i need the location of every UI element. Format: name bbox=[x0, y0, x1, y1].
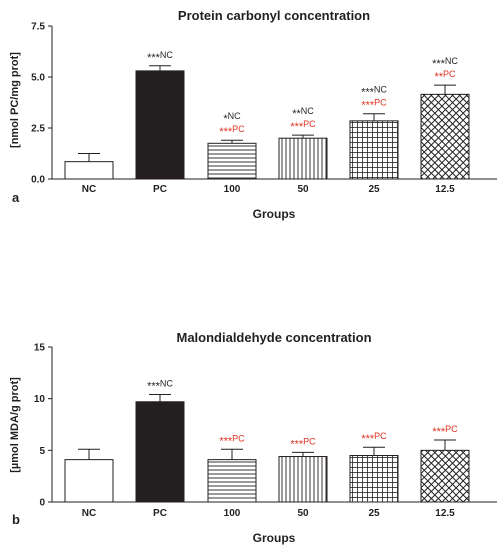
significance-label: ***PC bbox=[219, 124, 245, 138]
x-tick-label: 50 bbox=[297, 508, 309, 519]
panel-b: Malondialdehyde concentration [µmol MDA/… bbox=[9, 330, 497, 545]
chart-title: Malondialdehyde concentration bbox=[176, 330, 371, 345]
y-tick-label: 15 bbox=[34, 343, 46, 354]
bar-25 bbox=[349, 120, 399, 180]
x-tick-label: 50 bbox=[297, 184, 309, 195]
bar-PC bbox=[135, 70, 185, 180]
x-tick-label: 25 bbox=[368, 184, 380, 195]
y-tick-label: 7.5 bbox=[31, 22, 45, 33]
y-tick-label: 10 bbox=[34, 394, 46, 405]
y-tick-label: 0 bbox=[39, 498, 45, 509]
significance-label: ***PC bbox=[361, 431, 387, 445]
panel-label: b bbox=[12, 512, 20, 527]
y-axis-label: [nmol PC/mg prot] bbox=[9, 52, 21, 148]
x-tick-label: NC bbox=[82, 508, 96, 519]
y-axis-label: [µmol MDA/g prot] bbox=[9, 377, 21, 473]
bar-50 bbox=[278, 456, 328, 503]
bar-NC bbox=[64, 161, 114, 180]
bar-12.5 bbox=[420, 93, 470, 180]
x-tick-label: NC bbox=[82, 184, 96, 195]
significance-label: ***PC bbox=[361, 98, 387, 112]
significance-label: **PC bbox=[434, 69, 456, 83]
chart-title: Protein carbonyl concentration bbox=[178, 8, 370, 23]
significance-label: ***PC bbox=[219, 433, 245, 447]
bar-50 bbox=[278, 137, 328, 180]
significance-label: ***PC bbox=[290, 119, 316, 133]
bar-PC bbox=[135, 401, 185, 503]
bar-12.5 bbox=[420, 449, 470, 503]
bar-25 bbox=[349, 455, 399, 503]
x-axis-label: Groups bbox=[253, 207, 296, 221]
x-axis-label: Groups bbox=[253, 531, 296, 545]
y-tick-label: 2.5 bbox=[31, 124, 45, 135]
x-tick-label: 100 bbox=[224, 184, 241, 195]
bar-100 bbox=[207, 142, 257, 180]
panel-a: Protein carbonyl concentration [nmol PC/… bbox=[9, 8, 497, 221]
bar-100 bbox=[207, 459, 257, 503]
y-tick-label: 5.0 bbox=[31, 73, 45, 84]
x-tick-label: PC bbox=[153, 184, 167, 195]
significance-label: **NC bbox=[292, 106, 314, 120]
significance-label: ***NC bbox=[432, 56, 458, 70]
bar-NC bbox=[64, 459, 114, 503]
y-tick-label: 0.0 bbox=[31, 175, 45, 186]
x-tick-label: 12.5 bbox=[435, 184, 455, 195]
y-tick-label: 5 bbox=[39, 446, 45, 457]
significance-label: ***PC bbox=[432, 424, 458, 438]
significance-label: ***NC bbox=[147, 50, 173, 64]
x-tick-label: 12.5 bbox=[435, 508, 455, 519]
significance-label: *NC bbox=[223, 111, 241, 125]
x-tick-label: 25 bbox=[368, 508, 380, 519]
x-tick-label: 100 bbox=[224, 508, 241, 519]
significance-label: ***PC bbox=[290, 436, 316, 450]
significance-label: ***NC bbox=[361, 85, 387, 99]
significance-label: ***NC bbox=[147, 379, 173, 393]
panel-label: a bbox=[12, 190, 20, 205]
x-tick-label: PC bbox=[153, 508, 167, 519]
